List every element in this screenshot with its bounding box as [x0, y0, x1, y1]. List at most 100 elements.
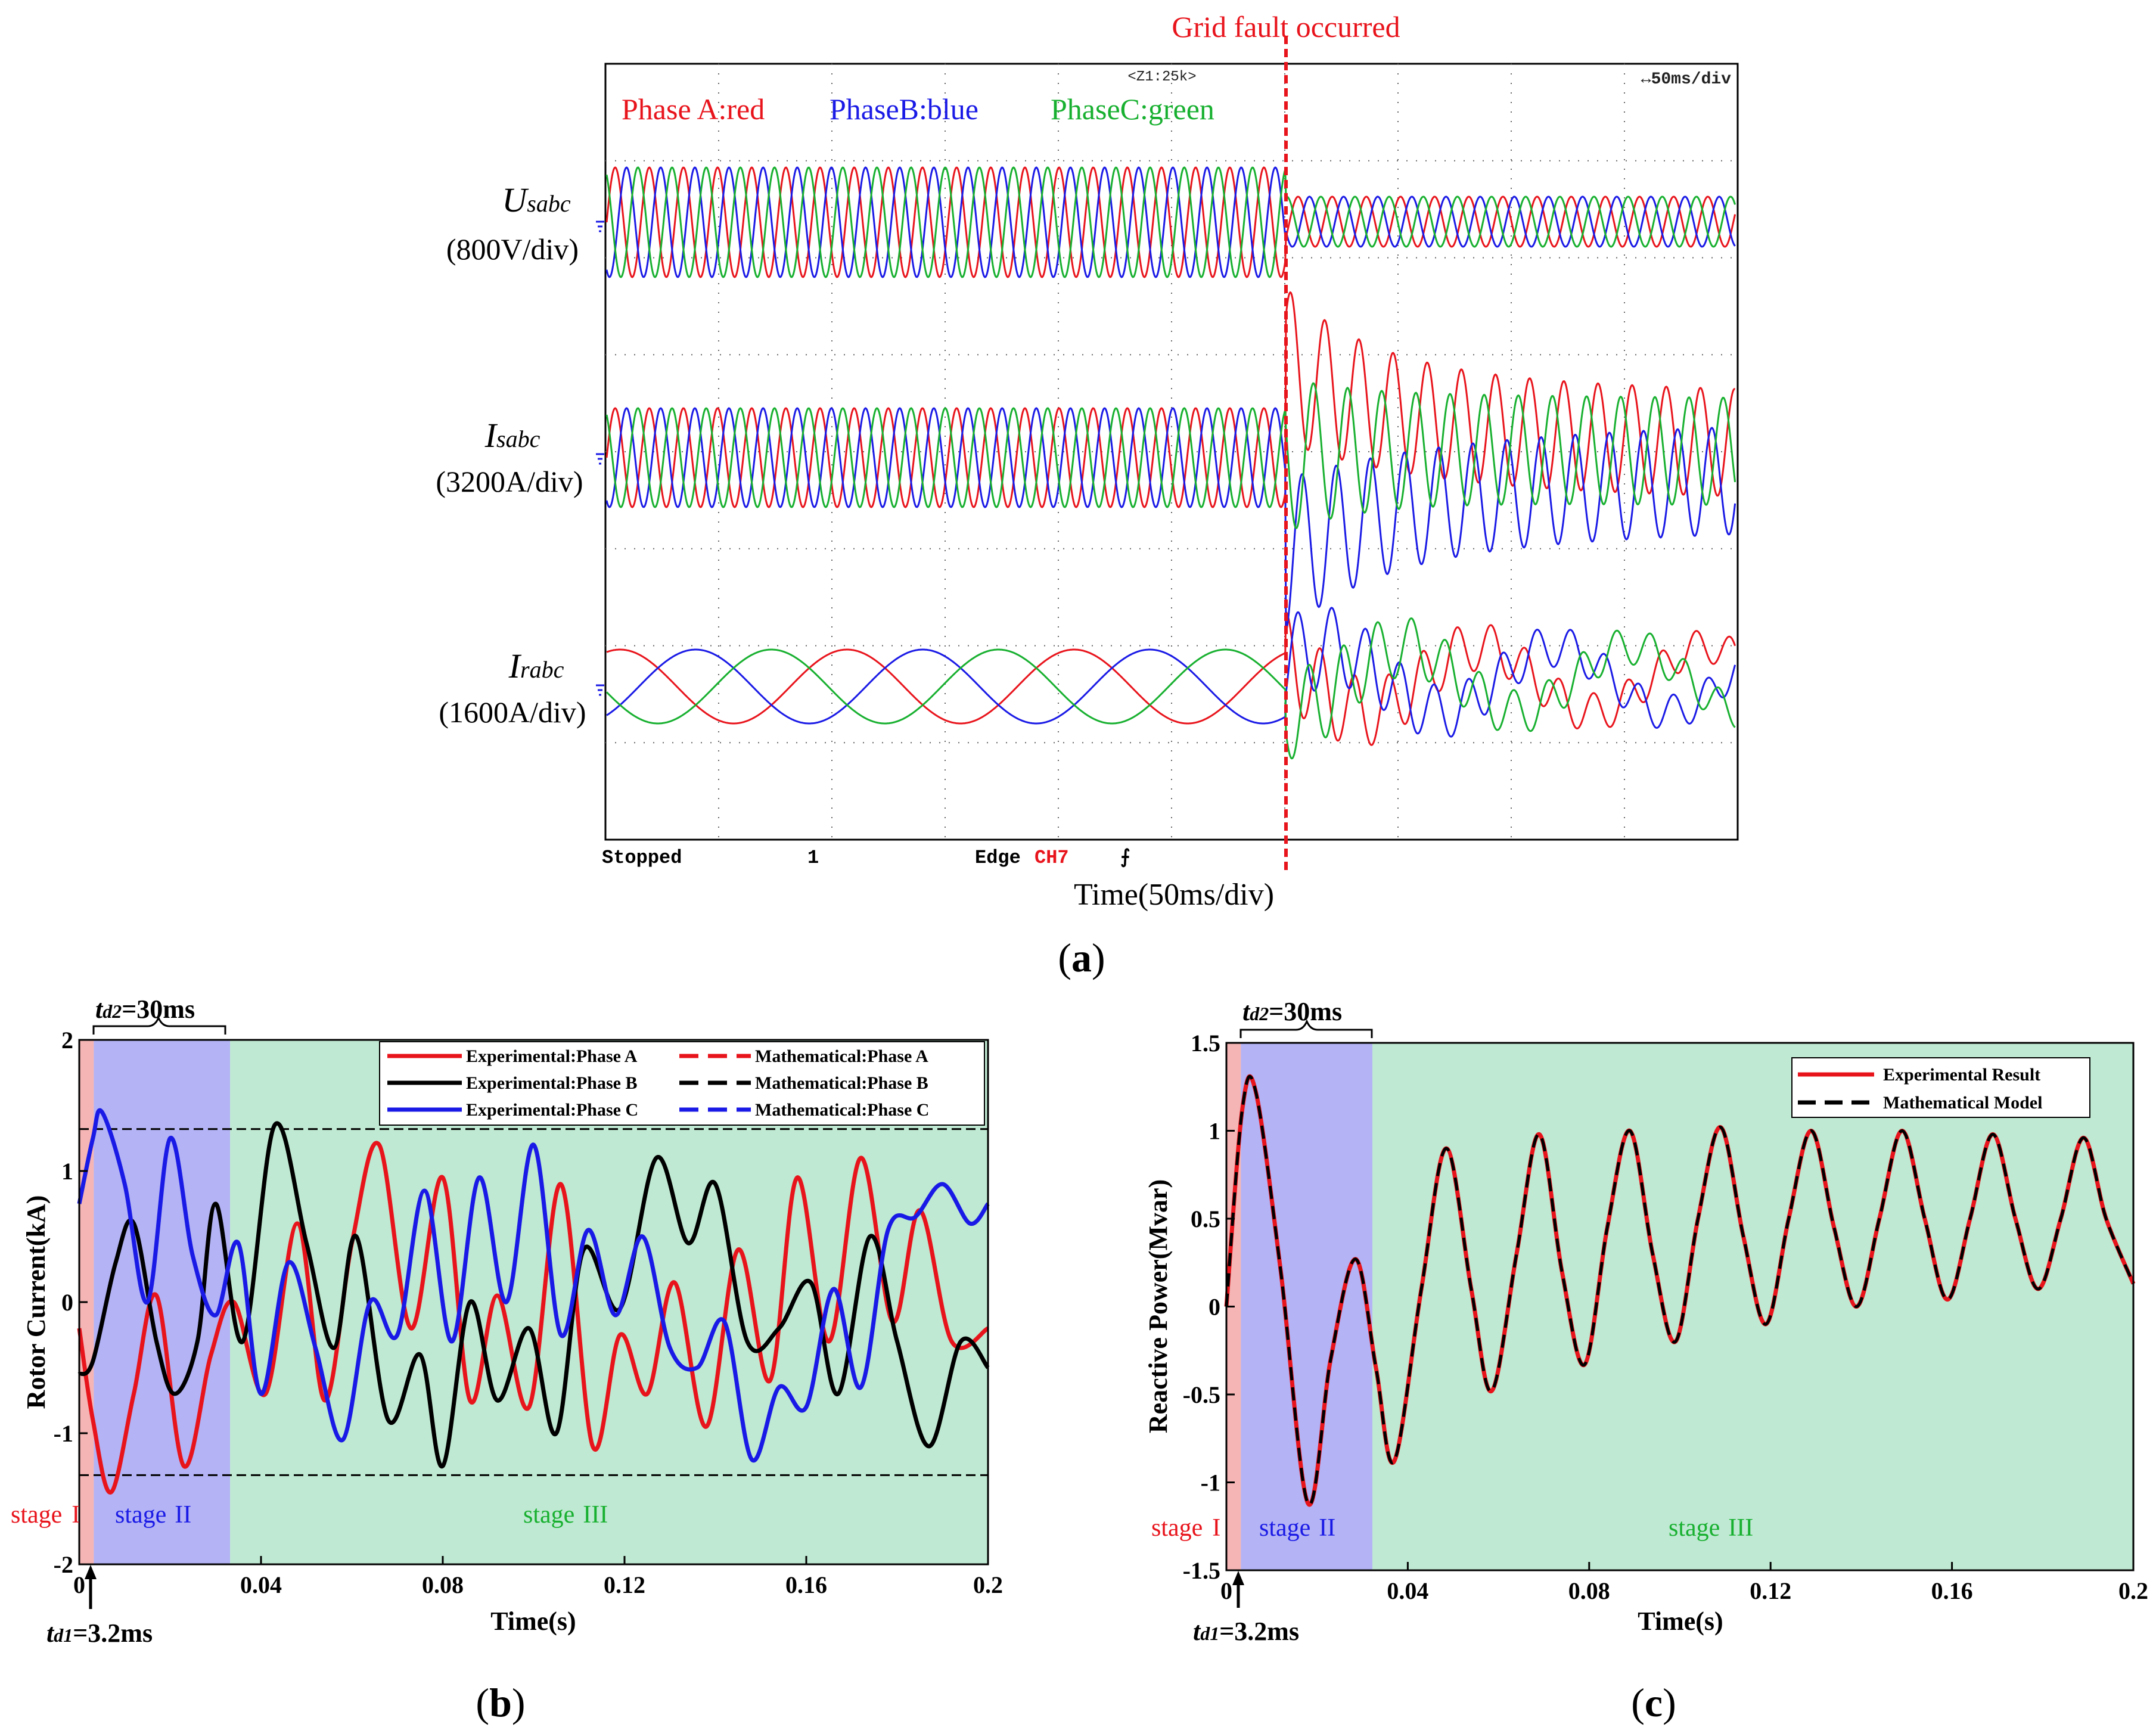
legend-model: Mathematical Model: [1883, 1093, 2042, 1113]
trace-usabc-b: [605, 166, 1736, 278]
x-tick-label: 0.04: [240, 1571, 282, 1598]
status-stopped: Stopped: [602, 847, 682, 869]
panel-a: Grid fault occurred <Z1:25k> ↔50ms/div P…: [436, 10, 1739, 980]
legend-math-b: Mathematical:Phase B: [755, 1073, 928, 1093]
y-tick-label: -0.5: [1183, 1381, 1220, 1408]
ground-marker-3: [596, 684, 604, 696]
scope-traces: [605, 166, 1736, 760]
x-tick-label: 0.08: [1568, 1577, 1610, 1604]
trace-usabc-a: [605, 166, 1736, 278]
series-mathematical: [1225, 1074, 2135, 1507]
series-lines: [77, 1108, 990, 1495]
y-tick-label: 1: [61, 1158, 73, 1185]
ground-marker-1: [596, 220, 604, 232]
x-tick-label: 0.08: [422, 1571, 464, 1598]
status-count: 1: [807, 847, 819, 869]
x-tick-label: 0: [73, 1571, 85, 1598]
stage-3-band: [1372, 1043, 2133, 1570]
y-tick-label: 0.5: [1191, 1206, 1220, 1232]
legend-exp-c: Experimental:Phase C: [466, 1100, 638, 1120]
legend-exp-b: Experimental:Phase B: [466, 1073, 637, 1093]
x-tick-label: 0.16: [1931, 1577, 1973, 1604]
zoom-label: <Z1:25k>: [1127, 69, 1196, 85]
legend: Experimental:Phase A Mathematical:Phase …: [379, 1041, 985, 1126]
trace-irabc-b: [606, 607, 1736, 738]
legend-phase-c: PhaseC:green: [1051, 92, 1214, 126]
legend: Experimental Result Mathematical Model: [1791, 1057, 2090, 1118]
channel-irabc-symbol: Irabc: [508, 647, 564, 685]
channel-irabc-scale: (1600A/div): [439, 695, 586, 729]
trace-irabc-c: [605, 617, 1736, 760]
panel-c-ylabel: Reactive Power(Mvar): [1144, 1179, 1173, 1433]
y-tick-label: 1: [1209, 1118, 1220, 1145]
caption-a: (a): [1058, 935, 1105, 980]
y-tick-label: -1.5: [1183, 1557, 1220, 1584]
panel-b: 0 0.04 0.08 0.12 0.16 0.2 2 1 0 -1 -2 Experimental…: [11, 995, 1003, 1725]
legend-exp-a: Experimental:Phase A: [466, 1046, 638, 1066]
panel-b-xlabel: Time(s): [490, 1607, 576, 1636]
y-tick-label: -1: [54, 1420, 73, 1447]
y-tick-label: -2: [54, 1551, 73, 1578]
td1-label: td1=3.2ms: [46, 1619, 153, 1648]
y-tick-label: 1.5: [1191, 1030, 1220, 1057]
trace-isabc-c: [605, 382, 1736, 530]
td2-label: td2=30ms: [95, 995, 195, 1024]
trace-isabc-b: [605, 407, 1736, 633]
panel-a-xlabel: Time(50ms/div): [1074, 878, 1274, 912]
series-lines: [1224, 1074, 2136, 1507]
td1-label: td1=3.2ms: [1193, 1617, 1299, 1646]
channel-isabc-scale: (3200A/div): [436, 465, 583, 498]
caption-b: (b): [476, 1680, 525, 1725]
y-tick-label: -1: [1201, 1470, 1220, 1496]
stage-1-label: stage I: [1151, 1514, 1220, 1542]
td2-label: td2=30ms: [1242, 997, 1342, 1026]
y-tick-label: 0: [61, 1289, 73, 1316]
series-mathematical: [78, 1122, 989, 1467]
x-tick-label: 0.12: [604, 1571, 645, 1598]
panel-b-ylabel: Rotor Current(kA): [21, 1195, 51, 1409]
legend-phase-a: Phase A:red: [622, 92, 765, 126]
legend-box: [1791, 1057, 2090, 1118]
stage-3-label: stage III: [523, 1501, 608, 1529]
legend-math-c: Mathematical:Phase C: [755, 1100, 929, 1120]
timebase-label: ↔50ms/div: [1641, 70, 1731, 89]
td2-bracket: [92, 1015, 226, 1035]
channel-isabc-symbol: Isabc: [484, 416, 540, 455]
td1-arrowhead: [85, 1565, 97, 1579]
channel-usabc-scale: (800V/div): [446, 232, 579, 266]
trace-usabc-c: [605, 166, 1736, 278]
x-tick-label: 0.16: [785, 1571, 827, 1598]
td2-bracket: [1239, 1019, 1373, 1038]
status-channel: CH7: [1034, 847, 1069, 869]
panel-c: 0 0.04 0.08 0.12 0.16 0.2 1.5 1 0.5 0 -0.5 -1 -1.5 E…: [1144, 997, 2148, 1725]
stage-1-label: stage I: [11, 1501, 80, 1529]
legend-math-a: Mathematical:Phase A: [755, 1046, 928, 1066]
legend-experimental: Experimental Result: [1883, 1065, 2040, 1085]
limit-lines: [79, 1128, 988, 1476]
scope-frame: [604, 63, 1739, 841]
y-tick-label: 0: [1209, 1294, 1220, 1321]
ground-marker-2: [596, 453, 604, 465]
trace-isabc-a: [605, 291, 1735, 508]
trace-irabc-a: [606, 610, 1736, 746]
x-tick-label: 0.04: [1387, 1577, 1428, 1604]
stage-2-label: stage II: [115, 1501, 191, 1529]
panel-c-xlabel: Time(s): [1638, 1607, 1723, 1636]
x-tick-label: 0.12: [1750, 1577, 1791, 1604]
axis-ticks: 0 0.04 0.08 0.12 0.16 0.2 1.5 1 0.5 0 -0.5 -1 -1.5: [1183, 1030, 2148, 1604]
x-tick-label: 0.2: [973, 1571, 1003, 1598]
x-tick-label: 0.2: [2118, 1577, 2148, 1604]
x-tick-label: 0: [1220, 1577, 1232, 1604]
axis-ticks: 0 0.04 0.08 0.12 0.16 0.2 2 1 0 -1 -2: [54, 1027, 1003, 1598]
fault-label: Grid fault occurred: [1172, 10, 1400, 44]
stage-2-label: stage II: [1259, 1514, 1335, 1542]
series-mathematical: [78, 1109, 989, 1462]
stage-3-label: stage III: [1669, 1514, 1753, 1542]
y-tick-label: 2: [61, 1027, 73, 1054]
ground-markers: [596, 220, 604, 696]
legend-phase-b: PhaseB:blue: [830, 92, 978, 126]
status-slope: ⨍: [1120, 847, 1130, 869]
channel-usabc-symbol: Usabc: [502, 181, 570, 219]
td1-arrowhead: [1232, 1571, 1244, 1585]
